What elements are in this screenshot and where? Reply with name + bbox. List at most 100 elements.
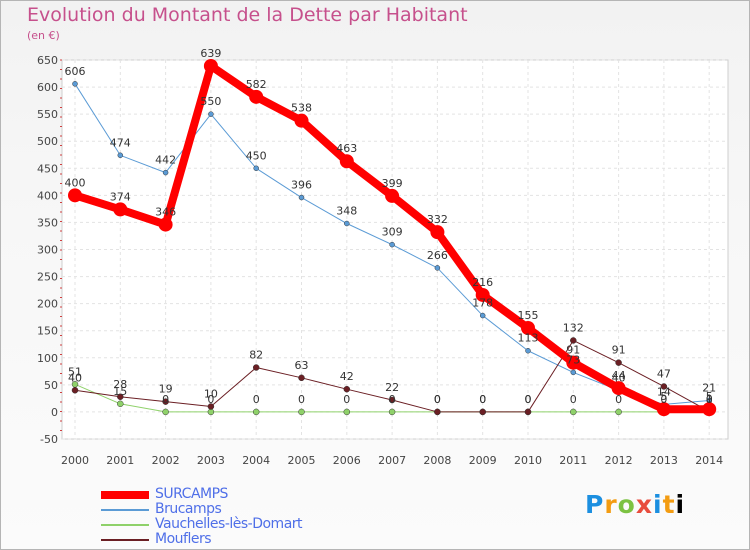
data-label-mouflers: 19 — [159, 383, 173, 396]
logo-letter: i — [653, 490, 663, 519]
data-point-surcamps — [158, 217, 173, 232]
data-point-mouflers — [117, 393, 124, 401]
data-label-mouflers: 0 — [479, 393, 486, 406]
x-tick-label: 2007 — [378, 454, 406, 467]
x-tick-label: 2013 — [650, 454, 678, 467]
data-point-surcamps — [656, 402, 671, 417]
data-point-surcamps — [430, 225, 445, 240]
y-tick-label: 300 — [37, 244, 58, 257]
data-label-vauchelles-l-s-domart: 51 — [68, 365, 82, 378]
x-tick-label: 2009 — [469, 454, 497, 467]
data-point-surcamps — [702, 402, 717, 417]
chart-title: Evolution du Montant de la Dette par Hab… — [27, 4, 468, 26]
data-label-vauchelles-l-s-domart: 15 — [113, 385, 127, 398]
data-label-surcamps: 5 — [660, 390, 667, 403]
data-point-brucamps — [117, 152, 124, 159]
data-label-brucamps: 73 — [566, 353, 580, 366]
data-label-vauchelles-l-s-domart: 0 — [615, 393, 622, 406]
x-tick-label: 2001 — [106, 454, 134, 467]
proxiti-logo: Proxiti — [585, 490, 685, 519]
data-point-brucamps — [344, 220, 350, 227]
data-label-vauchelles-l-s-domart: 0 — [207, 393, 214, 406]
data-point-mouflers — [207, 403, 215, 410]
data-label-vauchelles-l-s-domart: 0 — [570, 393, 577, 406]
data-point-surcamps — [68, 188, 82, 203]
data-point-mouflers — [615, 359, 622, 366]
y-tick-label: 550 — [37, 108, 58, 121]
data-label-mouflers: 28 — [113, 378, 127, 391]
data-label-surcamps: 44 — [612, 369, 626, 382]
data-point-brucamps — [208, 111, 214, 117]
data-label-brucamps: 550 — [200, 95, 221, 108]
data-point-vauchelles-l-s-domart — [388, 408, 396, 416]
data-point-surcamps — [203, 58, 218, 73]
data-point-vauchelles-l-s-domart — [207, 408, 215, 416]
data-label-mouflers: 42 — [340, 370, 354, 383]
data-label-vauchelles-l-s-domart: 0 — [298, 393, 305, 406]
data-point-mouflers — [434, 408, 441, 416]
data-label-brucamps: 178 — [472, 297, 493, 310]
data-label-surcamps: 91 — [566, 344, 580, 357]
x-tick-label: 2012 — [605, 454, 633, 467]
y-tick-label: 650 — [37, 54, 58, 67]
y-tick-label: 150 — [37, 325, 58, 338]
x-tick-label: 2003 — [197, 454, 225, 467]
data-label-surcamps: 399 — [382, 177, 403, 190]
data-label-brucamps: 450 — [246, 149, 267, 162]
data-point-vauchelles-l-s-domart — [298, 408, 305, 416]
data-label-brucamps: 396 — [291, 179, 312, 192]
data-label-brucamps: 21 — [702, 382, 716, 395]
y-tick-label: 50 — [44, 379, 58, 392]
data-label-surcamps: 216 — [472, 276, 493, 289]
logo-letter: P — [585, 490, 605, 519]
y-tick-label: 100 — [37, 352, 58, 365]
logo-letter: o — [617, 490, 636, 519]
data-point-vauchelles-l-s-domart — [252, 408, 260, 416]
data-label-surcamps: 5 — [706, 390, 713, 403]
data-label-surcamps: 346 — [155, 206, 176, 219]
data-point-mouflers — [570, 337, 577, 344]
data-point-vauchelles-l-s-domart — [570, 408, 577, 416]
data-point-surcamps — [475, 287, 490, 302]
legend-swatch-mouflers — [101, 539, 149, 541]
x-tick-label: 2002 — [152, 454, 180, 467]
data-label-surcamps: 374 — [110, 190, 131, 203]
data-point-brucamps — [253, 165, 259, 172]
y-tick-label: 0 — [51, 406, 58, 419]
data-point-brucamps — [525, 347, 531, 354]
y-tick-label: 250 — [37, 271, 58, 284]
data-point-surcamps — [611, 381, 626, 396]
data-label-mouflers: 10 — [204, 388, 218, 401]
data-point-surcamps — [566, 355, 581, 370]
data-label-mouflers: 82 — [249, 349, 263, 362]
y-tick-label: 350 — [37, 216, 58, 229]
y-tick-label: -50 — [40, 433, 58, 446]
data-point-mouflers — [298, 374, 305, 382]
data-label-mouflers: 0 — [525, 393, 532, 406]
data-point-vauchelles-l-s-domart — [343, 408, 351, 416]
data-label-brucamps: 606 — [65, 65, 86, 78]
data-point-brucamps — [162, 169, 169, 176]
x-tick-label: 2010 — [514, 454, 542, 467]
data-label-mouflers: 63 — [295, 359, 309, 372]
data-point-brucamps — [72, 81, 78, 87]
data-point-mouflers — [252, 364, 260, 371]
legend-label-mouflers: Mouflers — [155, 531, 212, 547]
data-label-mouflers: 0 — [434, 393, 441, 406]
data-label-surcamps: 582 — [246, 78, 267, 91]
data-point-surcamps — [521, 321, 535, 336]
data-point-vauchelles-l-s-domart — [615, 408, 622, 416]
data-point-surcamps — [113, 202, 128, 217]
y-tick-label: 500 — [37, 135, 58, 148]
data-point-mouflers — [71, 387, 79, 394]
data-label-mouflers: 40 — [68, 371, 82, 384]
y-tick-label: 400 — [37, 189, 58, 202]
data-label-vauchelles-l-s-domart: 0 — [162, 393, 169, 406]
data-point-mouflers — [479, 408, 486, 416]
logo-letter: r — [604, 490, 618, 519]
legend-label-surcamps: SURCAMPS — [155, 486, 228, 502]
data-label-brucamps: 113 — [518, 332, 539, 345]
data-label-vauchelles-l-s-domart: 0 — [525, 393, 532, 406]
data-label-mouflers: 1 — [706, 392, 713, 405]
data-label-brucamps: 309 — [382, 226, 403, 239]
